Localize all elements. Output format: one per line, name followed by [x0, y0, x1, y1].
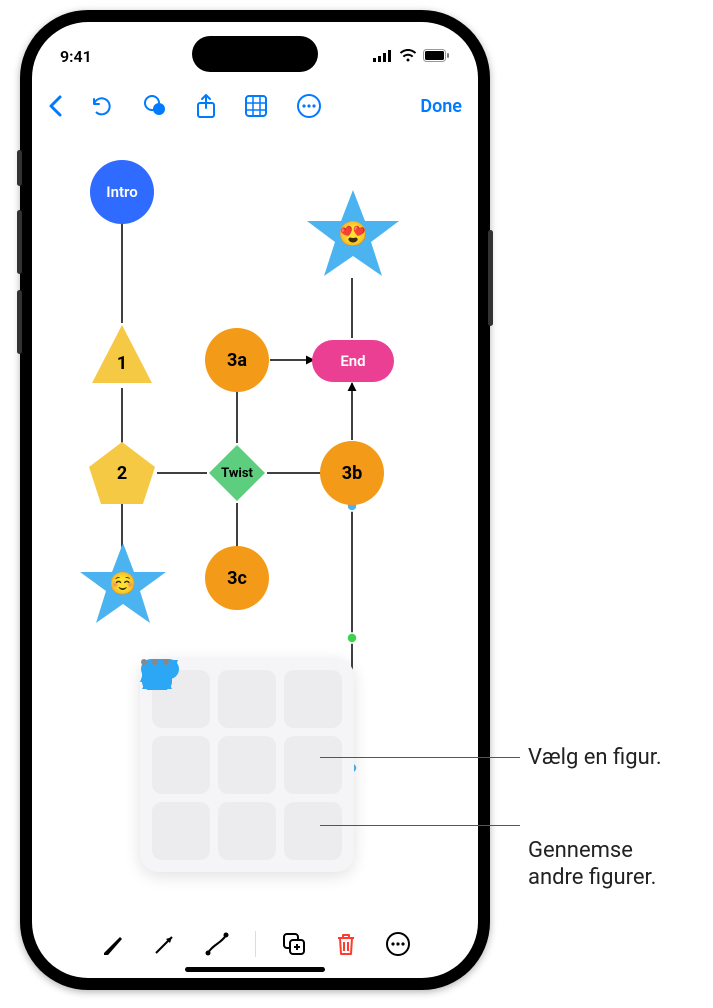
grid-icon[interactable] [244, 94, 268, 118]
shape-palette [140, 658, 354, 872]
share-icon[interactable] [196, 93, 216, 119]
more-actions-icon[interactable] [384, 930, 412, 958]
node-intro[interactable]: Intro [90, 160, 154, 224]
home-indicator [185, 967, 325, 972]
node-star-blush[interactable]: ☺️ [78, 541, 168, 627]
divider [255, 931, 256, 957]
callout-pick-shape: Vælg en figur. [528, 745, 662, 771]
dynamic-island [192, 36, 318, 72]
duplicate-icon[interactable] [280, 930, 308, 958]
phone-frame: 9:41 [20, 10, 490, 990]
node-label: Intro [106, 183, 137, 201]
battery-icon [423, 47, 450, 66]
callout-line [320, 825, 520, 826]
trash-icon[interactable] [332, 930, 360, 958]
shapes-icon[interactable] [142, 93, 168, 119]
node-1[interactable]: 1 [90, 323, 154, 387]
clock: 9:41 [60, 47, 92, 66]
pen-icon[interactable] [99, 930, 127, 958]
node-label: 2 [117, 463, 127, 484]
callout-browse-shapes: Gennemse andre figurer. [528, 812, 656, 891]
node-3a[interactable]: 3a [205, 328, 269, 392]
wifi-icon [399, 47, 417, 66]
node-3b[interactable]: 3b [320, 441, 384, 505]
node-3c[interactable]: 3c [205, 546, 269, 610]
emoji: ☺️ [109, 572, 136, 597]
node-twist[interactable]: Twist [207, 443, 267, 503]
node-label: 3a [227, 350, 247, 371]
bottom-toolbar [32, 918, 478, 970]
power-button [488, 230, 493, 326]
node-label: 1 [117, 353, 127, 374]
node-label: End [340, 352, 365, 370]
node-label: Twist [221, 466, 253, 481]
screen: 9:41 [32, 22, 478, 978]
connector-tool-icon[interactable] [203, 930, 231, 958]
cellular-icon [373, 47, 393, 66]
callout-line [320, 757, 520, 758]
emoji: 😍 [338, 220, 368, 248]
node-end[interactable]: End [312, 340, 394, 382]
back-icon[interactable] [48, 95, 62, 117]
node-2[interactable]: 2 [87, 440, 157, 506]
canvas[interactable]: Intro 1 2 ☺️ 3a Twi [32, 128, 478, 918]
volume-up-button [17, 210, 22, 274]
node-label: 3c [227, 568, 247, 589]
node-star-hearteyes[interactable]: 😍 [305, 188, 401, 280]
volume-down-button [17, 290, 22, 354]
side-button [17, 150, 22, 186]
more-icon[interactable] [296, 93, 322, 119]
undo-icon[interactable] [90, 94, 114, 118]
palette-more-shapes[interactable] [284, 802, 342, 860]
node-label: 3b [342, 463, 362, 484]
arrow-tool-icon[interactable] [151, 930, 179, 958]
top-toolbar: Done [32, 84, 478, 128]
done-button[interactable]: Done [420, 96, 462, 117]
